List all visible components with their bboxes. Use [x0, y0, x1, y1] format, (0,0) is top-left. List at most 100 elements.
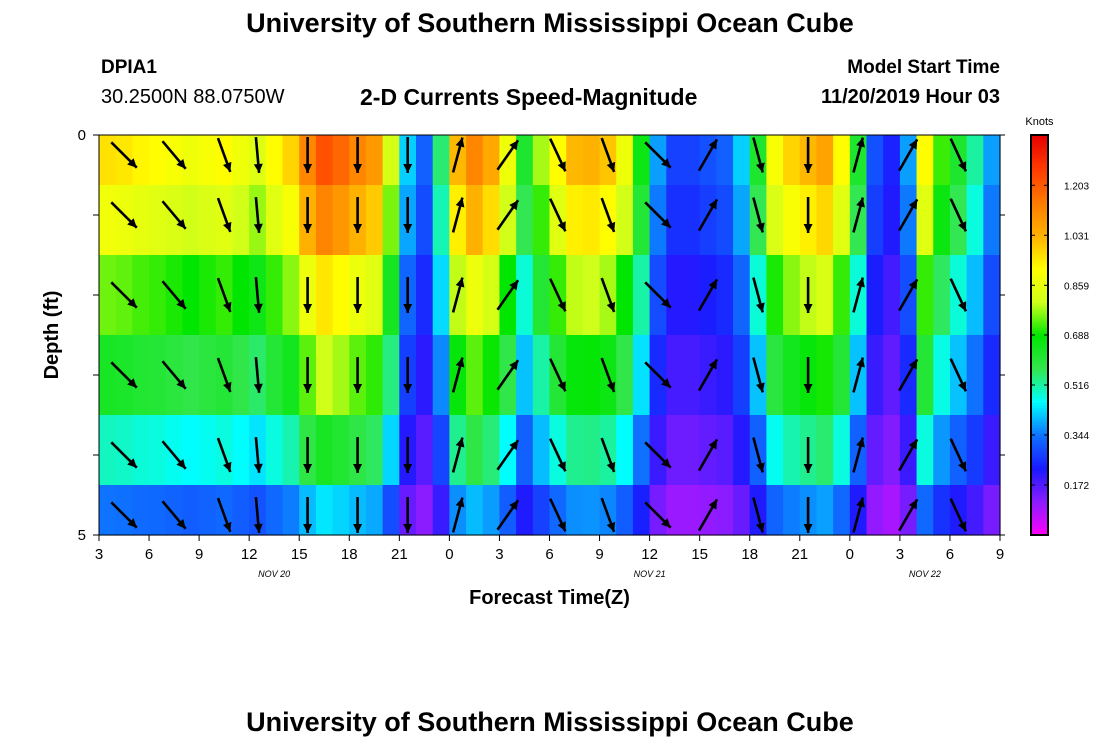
colorbar-swatch: [1031, 517, 1048, 521]
current-arrow: [451, 197, 465, 233]
heatmap-cell: [649, 185, 667, 256]
current-arrow: [496, 199, 520, 231]
arrow-head: [661, 378, 671, 388]
arrow-head: [708, 359, 717, 370]
arrow-head: [856, 197, 865, 208]
colorbar-swatch: [1031, 475, 1048, 479]
colorbar-swatch: [1031, 365, 1048, 369]
colorbar-swatch: [1031, 370, 1048, 374]
x-tick-label: 0: [445, 546, 453, 563]
current-arrows: [110, 136, 968, 534]
arrow-head: [908, 139, 918, 150]
heatmap-cell: [649, 415, 667, 486]
x-tick-label: 9: [595, 546, 603, 563]
heatmap-cell: [149, 185, 167, 256]
x-tick-label: 6: [145, 546, 153, 563]
arrow-head: [557, 301, 566, 312]
arrow-head: [253, 523, 263, 533]
heatmap-cell: [482, 415, 501, 486]
current-arrow: [403, 437, 413, 473]
arrow-head: [455, 137, 465, 148]
heatmap-cell: [265, 255, 284, 336]
heatmap-cell: [966, 185, 984, 256]
heatmap-cell: [532, 415, 551, 486]
heatmap-cell: [866, 335, 884, 416]
colorbar-swatch: [1031, 345, 1048, 349]
colorbar-swatch: [1031, 490, 1048, 494]
arrow-head: [606, 461, 616, 472]
current-arrow: [110, 361, 138, 389]
heatmap-cell: [783, 135, 801, 186]
heatmap-cell: [783, 185, 801, 256]
heatmap-cell: [449, 135, 467, 186]
arrow-head: [253, 303, 263, 313]
heatmap-cell: [733, 335, 751, 416]
colorbar-swatch: [1031, 287, 1048, 291]
arrow-head: [756, 222, 765, 233]
colorbar-swatch: [1031, 262, 1048, 266]
arrow-head: [557, 221, 566, 232]
heatmap-cell: [666, 485, 684, 536]
heatmap-cell: [632, 135, 651, 186]
current-arrow: [451, 497, 465, 533]
colorbar-swatch: [1031, 477, 1048, 481]
arrow-head: [856, 137, 865, 148]
arrow-head: [455, 277, 465, 288]
heatmap-cell: [265, 415, 284, 486]
heatmap-cell: [632, 485, 651, 536]
arrow-head: [403, 224, 413, 233]
current-arrow: [949, 438, 968, 472]
arrow-head: [958, 301, 967, 312]
colorbar-swatch: [1031, 167, 1048, 171]
current-arrow: [898, 278, 919, 312]
current-arrow: [852, 197, 865, 233]
heatmap-cell: [582, 335, 601, 416]
colorbar-swatch: [1031, 162, 1048, 166]
colorbar-swatch: [1031, 430, 1048, 434]
colorbar-swatch: [1031, 305, 1048, 309]
date-label: NOV 20: [258, 569, 290, 579]
arrow-head: [509, 440, 519, 451]
heatmap-cell: [766, 485, 784, 536]
x-tick-label: 12: [241, 546, 258, 563]
heatmap-cell: [199, 135, 217, 186]
colorbar-swatch: [1031, 407, 1048, 411]
colorbar-swatch: [1031, 352, 1048, 356]
heatmap-cell: [382, 135, 400, 186]
colorbar-swatch: [1031, 282, 1048, 286]
heatmap-cell: [466, 335, 484, 416]
colorbar-swatch: [1031, 245, 1048, 249]
current-arrow: [353, 497, 363, 533]
heatmap-cell: [365, 185, 384, 256]
heatmap-cell: [516, 185, 534, 256]
heatmap-cell: [716, 185, 734, 256]
current-arrow: [303, 357, 313, 393]
arrow-head: [223, 521, 232, 532]
current-arrow: [496, 499, 520, 531]
colorbar-swatch: [1031, 375, 1048, 379]
current-arrow: [110, 441, 138, 469]
colorbar-swatch: [1031, 237, 1048, 241]
heatmap-cell: [866, 485, 884, 536]
heatmap-cell: [833, 415, 851, 486]
heatmap-cell: [215, 185, 234, 256]
heatmap-cell: [566, 255, 584, 336]
heatmap-cell: [182, 485, 200, 536]
colorbar-swatch: [1031, 180, 1048, 184]
colorbar-swatch: [1031, 315, 1048, 319]
colorbar-swatch: [1031, 135, 1048, 139]
colorbar-swatch: [1031, 172, 1048, 176]
heatmap-cell: [599, 415, 617, 486]
arrow-head: [223, 301, 232, 312]
current-arrow: [161, 500, 187, 530]
colorbar-swatch: [1031, 187, 1048, 191]
heatmap-cell: [332, 335, 350, 416]
colorbar-swatch: [1031, 202, 1048, 206]
arrow-head: [756, 382, 765, 393]
heatmap-cell: [532, 485, 551, 536]
heatmap-cell: [315, 335, 334, 416]
heatmap-cell: [115, 135, 133, 186]
arrow-head: [606, 301, 616, 312]
arrow-head: [403, 464, 413, 473]
current-arrow: [644, 501, 672, 529]
